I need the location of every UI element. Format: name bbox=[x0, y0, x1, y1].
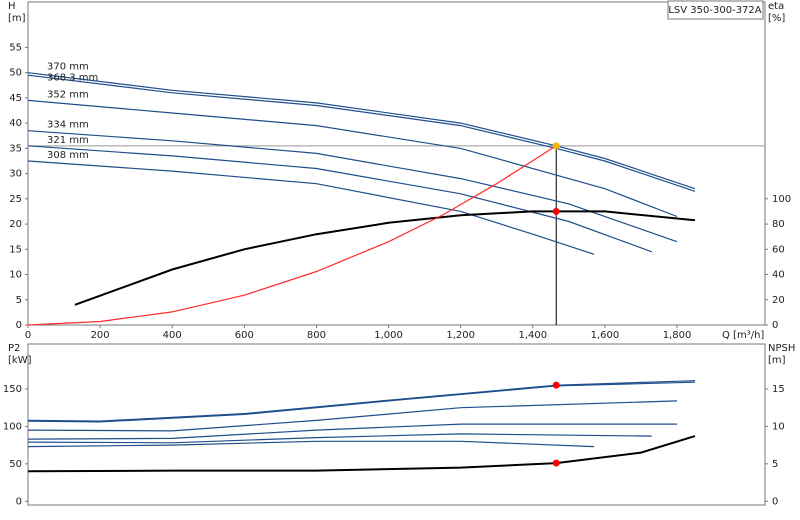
y-tick-label: 40 bbox=[9, 118, 22, 129]
curve bbox=[27, 380, 696, 422]
curve bbox=[27, 145, 653, 253]
duty-point bbox=[552, 381, 560, 389]
curve bbox=[27, 72, 696, 190]
x-tick-label: 200 bbox=[91, 330, 110, 341]
x-tick-label: 1,800 bbox=[663, 330, 692, 341]
y2-tick-label: 10 bbox=[772, 421, 785, 432]
y-axis-label: [kW] bbox=[8, 355, 32, 366]
x-tick-label: 0 bbox=[25, 330, 31, 341]
curve-label: 308 mm bbox=[47, 150, 89, 161]
chart-title: LSV 350-300-372A bbox=[668, 5, 761, 16]
y-tick-label: 50 bbox=[9, 68, 22, 79]
y2-axis-label: NPSH bbox=[768, 343, 795, 354]
y-axis-label: [m] bbox=[8, 13, 26, 24]
duty-point bbox=[552, 142, 560, 150]
curve bbox=[27, 160, 595, 255]
y-tick-label: 50 bbox=[9, 459, 22, 470]
curve bbox=[27, 145, 557, 326]
y-tick-label: 45 bbox=[9, 93, 22, 104]
y2-tick-label: 60 bbox=[772, 244, 785, 255]
x-tick-label: 1,000 bbox=[374, 330, 403, 341]
y2-tick-label: 0 bbox=[772, 496, 778, 507]
x-tick-label: 1,400 bbox=[518, 330, 547, 341]
curve bbox=[27, 400, 678, 432]
y-tick-label: 30 bbox=[9, 169, 22, 180]
x-tick-label: 600 bbox=[235, 330, 254, 341]
y2-axis-label: [m] bbox=[768, 355, 786, 366]
curve bbox=[27, 435, 696, 473]
y-tick-label: 5 bbox=[16, 295, 22, 306]
y-tick-label: 10 bbox=[9, 270, 22, 281]
x-tick-label: 1,600 bbox=[591, 330, 620, 341]
y-tick-label: 25 bbox=[9, 194, 22, 205]
curve bbox=[27, 74, 696, 192]
curve bbox=[27, 381, 696, 423]
y-axis-label: H bbox=[8, 1, 16, 12]
x-tick-label: 400 bbox=[163, 330, 182, 341]
y-tick-label: 0 bbox=[16, 496, 22, 507]
x-tick-label: 1,200 bbox=[446, 330, 475, 341]
curve-label: 321 mm bbox=[47, 135, 89, 146]
y2-tick-label: 40 bbox=[772, 270, 785, 281]
y-tick-label: 35 bbox=[9, 143, 22, 154]
x-tick-label: 800 bbox=[307, 330, 326, 341]
y2-tick-label: 0 bbox=[772, 320, 778, 331]
curve bbox=[27, 423, 677, 440]
y-tick-label: 100 bbox=[3, 421, 22, 432]
duty-point bbox=[552, 207, 560, 215]
y-tick-label: 15 bbox=[9, 244, 22, 255]
y-tick-label: 0 bbox=[16, 320, 22, 331]
y-tick-label: 55 bbox=[9, 42, 22, 53]
curve bbox=[27, 433, 652, 444]
y2-tick-label: 5 bbox=[772, 459, 778, 470]
title-box bbox=[667, 0, 764, 20]
y2-tick-label: 20 bbox=[772, 295, 785, 306]
curve bbox=[27, 440, 595, 448]
y-tick-label: 150 bbox=[3, 384, 22, 395]
curve bbox=[74, 210, 696, 306]
curve-label: 352 mm bbox=[47, 89, 89, 100]
y-tick-label: 20 bbox=[9, 219, 22, 230]
curve bbox=[27, 130, 678, 243]
curve bbox=[27, 99, 678, 218]
y2-tick-label: 100 bbox=[772, 194, 791, 205]
duty-point bbox=[552, 459, 560, 467]
plot-frame bbox=[27, 343, 766, 506]
y2-axis-label: [%] bbox=[768, 13, 785, 24]
curve-label: 334 mm bbox=[47, 120, 89, 131]
x-axis-label: Q [m³/h] bbox=[722, 330, 764, 341]
plot-frame bbox=[27, 1, 766, 326]
y-axis-label: P2 bbox=[8, 343, 20, 354]
y2-tick-label: 80 bbox=[772, 219, 785, 230]
curve-label: 368.3 mm bbox=[47, 73, 98, 84]
y2-axis-label: eta bbox=[768, 1, 784, 12]
y2-tick-label: 15 bbox=[772, 384, 785, 395]
curve-label: 370 mm bbox=[47, 62, 89, 73]
